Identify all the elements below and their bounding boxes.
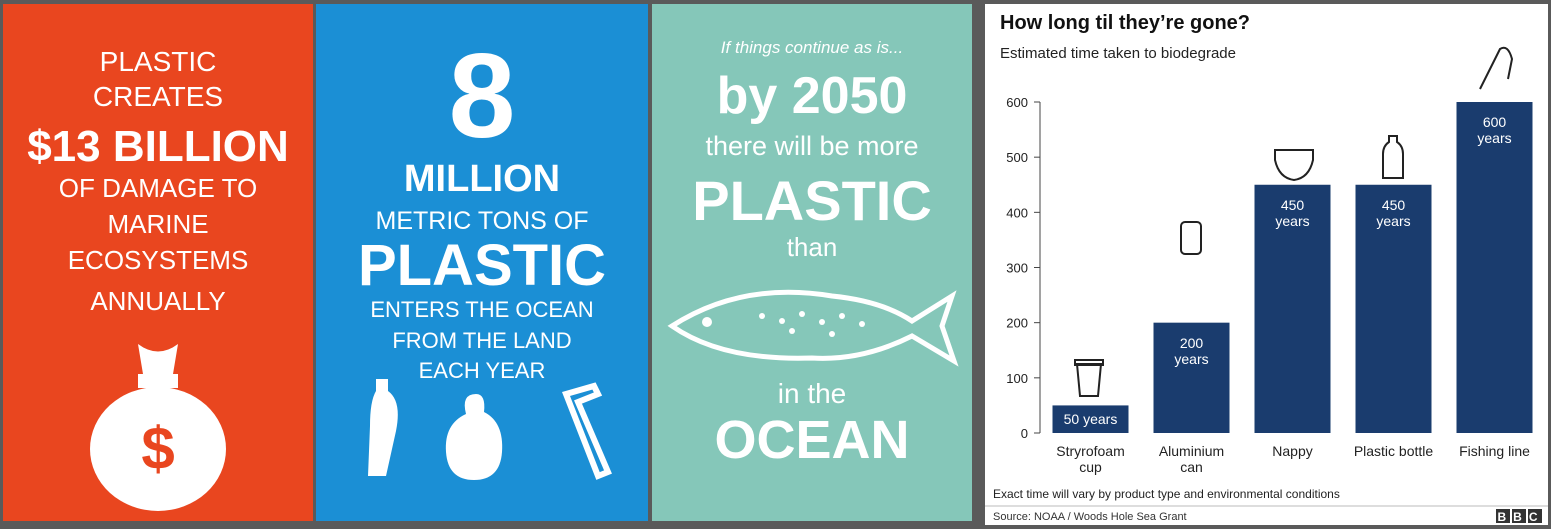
y-tick-label: 100	[1006, 371, 1028, 386]
y-tick-label: 600	[1006, 95, 1028, 110]
panel-text: ECOSYSTEMS	[3, 245, 313, 276]
panel-text: MARINE	[3, 209, 313, 240]
can-icon	[1181, 222, 1201, 254]
bbc-logo-text: BBC	[1498, 510, 1545, 524]
panel-text: ENTERS THE OCEAN	[316, 297, 648, 323]
chart-source: Source: NOAA / Woods Hole Sea Grant	[993, 511, 1187, 523]
cup-icon	[1075, 360, 1103, 396]
svg-text:$: $	[141, 415, 174, 482]
fish-icon	[662, 276, 962, 376]
y-tick-label: 200	[1006, 316, 1028, 331]
infographic: $ PLASTICCREATES$13 BILLIONOF DAMAGE TOM…	[0, 0, 1551, 529]
x-tick-label: Nappy	[1251, 443, 1335, 459]
panel-text: FROM THE LAND	[316, 328, 648, 354]
nappy-icon	[1275, 150, 1313, 180]
panel-text: PLASTIC	[3, 45, 313, 79]
y-tick-label: 300	[1006, 261, 1028, 276]
panel-text: by 2050	[652, 65, 972, 127]
chart-subtitle: Estimated time taken to biodegrade	[1000, 45, 1236, 62]
x-tick-label: Plastic bottle	[1352, 443, 1436, 459]
y-tick-label: 400	[1006, 205, 1028, 220]
value-label: 50 years	[1055, 411, 1127, 427]
panel-text: If things continue as is...	[652, 38, 972, 58]
chart-title: How long til they’re gone?	[1000, 12, 1250, 34]
panel-text: MILLION	[316, 157, 648, 203]
panel-text: OF DAMAGE TO	[3, 173, 313, 204]
value-label: 200 years	[1170, 335, 1214, 367]
panel-text: ANNUALLY	[3, 286, 313, 317]
panel-text: 8	[316, 24, 648, 168]
bottle-icon	[1383, 136, 1403, 178]
panel-text: $13 BILLION	[3, 121, 313, 174]
fishing-line-icon	[1480, 48, 1512, 89]
y-tick-label: 0	[1021, 426, 1028, 441]
value-label: 450 years	[1271, 197, 1315, 229]
money-bag-icon: $	[83, 334, 233, 514]
bar	[1457, 102, 1533, 433]
panel-text: OCEAN	[652, 408, 972, 473]
x-tick-label: Fishing line	[1453, 443, 1537, 459]
value-label: 450 years	[1372, 197, 1416, 229]
x-tick-label: Aluminium can	[1150, 443, 1234, 475]
panel-text: CREATES	[3, 80, 313, 114]
x-tick-label: Stryrofoam cup	[1049, 443, 1133, 475]
y-tick-label: 500	[1006, 150, 1028, 165]
panel-text: than	[652, 232, 972, 263]
value-label: 600 years	[1473, 114, 1517, 146]
panel-text: there will be more	[652, 130, 972, 162]
panel-text: PLASTIC	[316, 231, 648, 301]
panel-text: PLASTIC	[652, 167, 972, 234]
panel-text: EACH YEAR	[316, 358, 648, 384]
panel-text: in the	[652, 377, 972, 411]
chart-note: Exact time will vary by product type and…	[993, 487, 1340, 501]
plastic-items-icons	[336, 374, 636, 484]
